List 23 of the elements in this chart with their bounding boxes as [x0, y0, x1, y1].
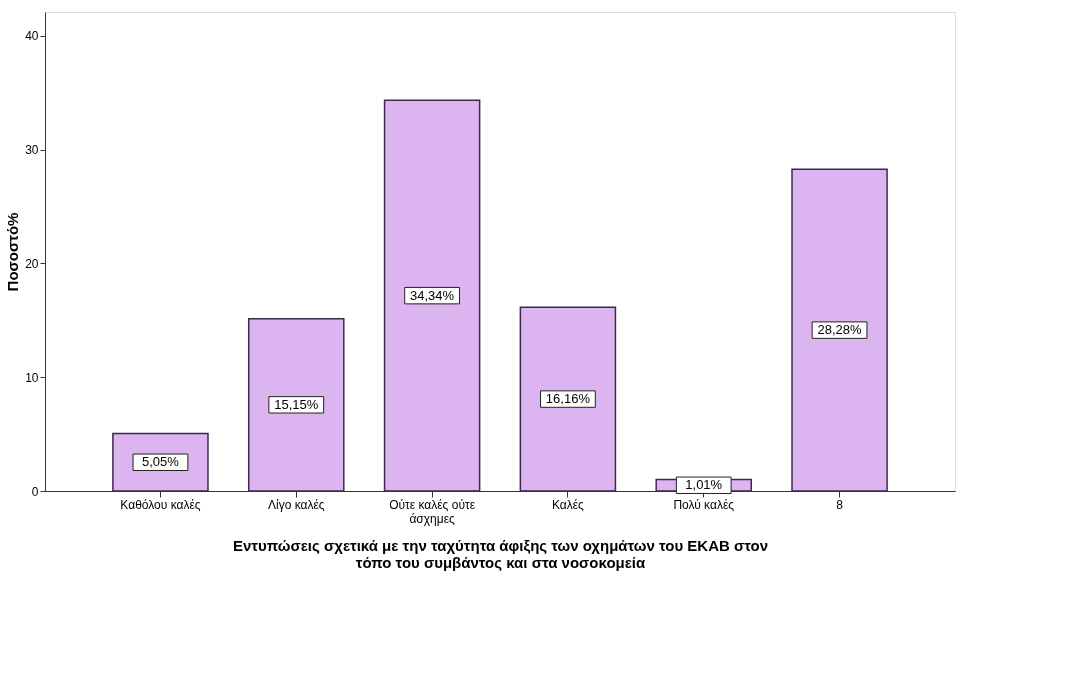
- y-tick-label: 40: [25, 29, 39, 44]
- y-tick-label: 0: [31, 484, 39, 499]
- bar: [519, 306, 617, 492]
- bar: [383, 99, 481, 492]
- data-label: 28,28%: [817, 322, 863, 338]
- bar: [791, 168, 888, 492]
- y-tick-label: 10: [25, 370, 39, 385]
- data-label: 34,34%: [410, 287, 455, 303]
- bar: [247, 317, 345, 492]
- y-tick-label: 20: [25, 256, 39, 271]
- y-axis-title: Ποσοστό%: [4, 212, 22, 292]
- data-label: 5,05%: [142, 454, 180, 470]
- data-label: 1,01%: [685, 477, 723, 493]
- x-tick-label: Καλές: [551, 497, 585, 512]
- x-tick-label: 8: [836, 497, 844, 512]
- x-tick-label: Πολύ καλές: [673, 497, 735, 512]
- x-axis-title: Εντυπώσεις σχετικά με την ταχύτητα άφιξης των οχημάτων του ΕΚΑΒ στον τόπο του συμβάντος και στα νοσοκομεία: [232, 536, 769, 571]
- x-tick-label: Λίγο καλές: [267, 497, 325, 512]
- x-tick-label: Καθόλου καλές: [120, 497, 201, 512]
- data-label: 15,15%: [274, 396, 319, 412]
- x-tick-label: Ούτε καλές ούτε άσχημες: [389, 497, 476, 526]
- data-label: 16,16%: [545, 391, 591, 407]
- y-tick-label: 30: [25, 143, 39, 158]
